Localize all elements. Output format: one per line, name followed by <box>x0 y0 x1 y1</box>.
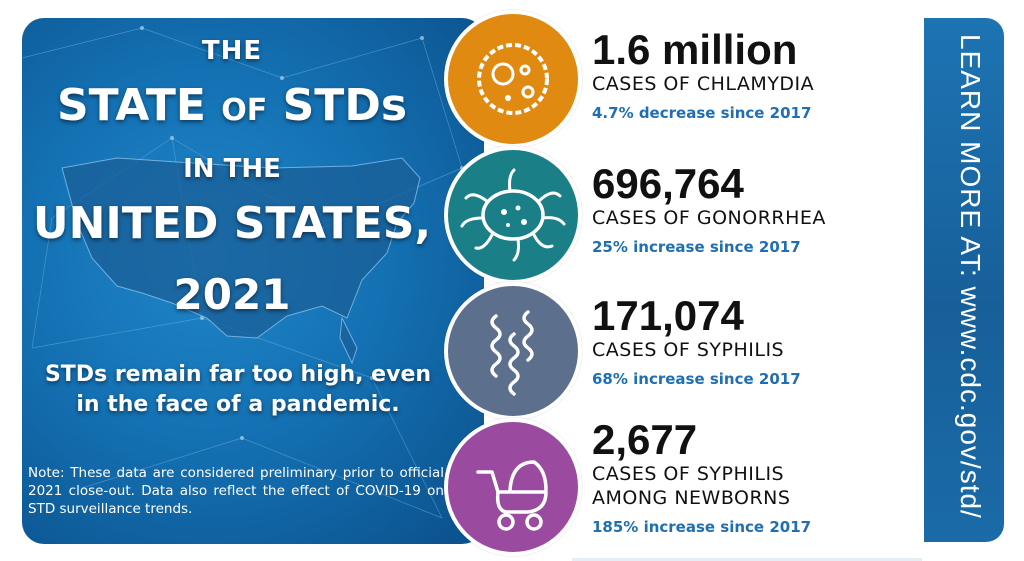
newborn-syphilis-label-2: AMONG NEWBORNS <box>592 487 791 509</box>
stat-newborn-syphilis: 2,677 CASES OF SYPHILIS AMONG NEWBORNS 1… <box>592 418 912 538</box>
learn-more-banner[interactable]: LEARN MORE AT: www.cdc.gov/std/ <box>924 18 1004 542</box>
learn-more-link[interactable]: LEARN MORE AT: www.cdc.gov/std/ <box>955 34 986 519</box>
title-panel: THE STATE OF STDs IN THE UNITED STATES, … <box>22 18 484 544</box>
stat-chlamydia: 1.6 million CASES OF CHLAMYDIA 4.7% decr… <box>592 28 912 124</box>
chlamydia-count: 1.6 million <box>592 26 798 73</box>
title-the: THE <box>201 36 263 66</box>
gonorrhea-circle <box>444 146 582 284</box>
title-united-states: UNITED STATES, <box>32 198 432 249</box>
network-background <box>22 26 464 519</box>
title-year: 2021 <box>173 270 291 319</box>
us-map-silhouette <box>61 157 421 339</box>
baby-stroller-icon <box>476 460 548 531</box>
chlamydia-circle <box>444 10 582 148</box>
chlamydia-label: CASES OF CHLAMYDIA <box>592 73 815 95</box>
stat-gonorrhea: 696,764 CASES OF GONORRHEA 25% increase … <box>592 162 912 258</box>
tagline: STDs remain far too high, even in the fa… <box>44 362 432 417</box>
syphilis-change: 68% increase since 2017 <box>592 370 801 388</box>
syphilis-count: 171,074 <box>592 292 744 339</box>
stat-syphilis: 171,074 CASES OF SYPHILIS 68% increase s… <box>592 294 912 390</box>
gonorrhea-label: CASES OF GONORRHEA <box>592 207 826 229</box>
newborn-syphilis-count: 2,677 <box>592 416 698 463</box>
newborn-syphilis-label: CASES OF SYPHILIS <box>592 463 785 485</box>
gonorrhea-count: 696,764 <box>592 160 744 207</box>
title-state-of-stds: STATE OF STDs <box>56 80 408 131</box>
gonorrhea-change: 25% increase since 2017 <box>592 238 801 256</box>
syphilis-circle <box>444 282 582 420</box>
newborn-syphilis-circle <box>444 418 582 556</box>
divider <box>572 558 922 561</box>
newborn-syphilis-change: 185% increase since 2017 <box>592 518 812 536</box>
syphilis-label: CASES OF SYPHILIS <box>592 339 785 361</box>
title-in-the: IN THE <box>183 154 281 184</box>
gonorrhea-bacteria-icon <box>460 168 566 262</box>
chlamydia-change: 4.7% decrease since 2017 <box>592 104 812 122</box>
syphilis-spirochete-icon <box>490 310 534 396</box>
note-text: Note: These data are considered prelimin… <box>28 465 444 517</box>
chlamydia-cell-icon <box>477 43 549 115</box>
